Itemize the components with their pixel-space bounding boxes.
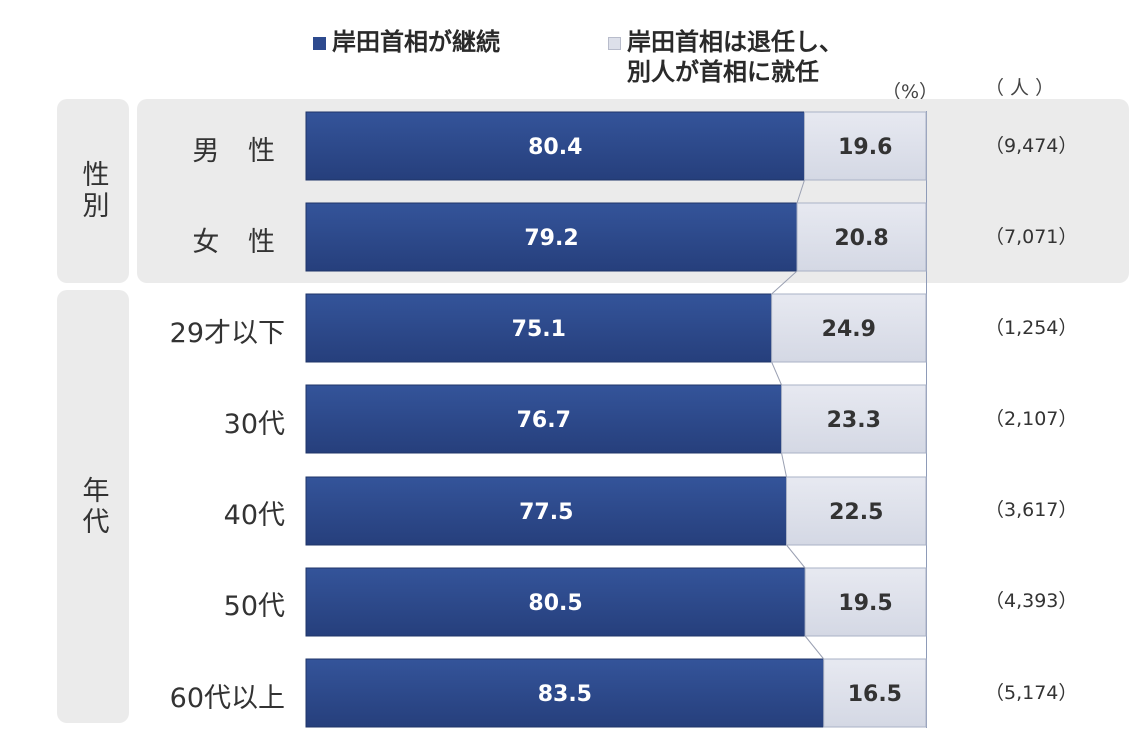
count-label-50s: （4,393）	[985, 590, 1078, 612]
value-label-replace-60plus: 16.5	[848, 682, 902, 707]
connector-line	[771, 270, 798, 295]
legend-label-continue: 岸田首相が継続	[332, 28, 500, 56]
count-label-60plus: （5,174）	[985, 682, 1078, 704]
bar-continue-40s	[305, 476, 787, 546]
count-label-male: （9,474）	[985, 135, 1078, 157]
legend-item-continue: 岸田首相が継続	[313, 27, 500, 57]
value-label-continue-female: 79.2	[524, 226, 578, 251]
connector-line	[771, 361, 782, 386]
connector-line	[786, 544, 806, 569]
bar-continue-male	[305, 111, 805, 181]
value-label-replace-40s: 22.5	[829, 500, 883, 525]
bar-replace-50s	[804, 567, 927, 637]
group-panel-gender-left	[57, 99, 129, 283]
category-label-female: 女 性	[192, 227, 285, 258]
bar-replace-under29	[771, 293, 927, 363]
connector-line	[781, 452, 787, 478]
category-label-40s: 40代	[223, 500, 285, 531]
category-label-male: 男 性	[192, 136, 285, 167]
value-label-continue-60plus: 83.5	[538, 682, 592, 707]
legend-swatch-replace	[608, 37, 621, 50]
count-label-30s: （2,107）	[985, 408, 1078, 430]
value-label-replace-under29: 24.9	[822, 317, 876, 342]
bar-continue-under29	[305, 293, 773, 363]
category-label-under29: 29才以下	[169, 318, 285, 349]
bar-replace-60plus	[823, 658, 927, 728]
connector-line	[804, 635, 825, 660]
connector-line	[796, 179, 805, 204]
category-label-60plus: 60代以上	[169, 683, 285, 714]
value-label-replace-female: 20.8	[834, 226, 888, 251]
value-label-continue-under29: 75.1	[512, 317, 566, 342]
bar-continue-60plus	[305, 658, 825, 728]
group-label-gender: 性別	[77, 160, 109, 222]
legend-label-replace: 岸田首相は退任し、 別人が首相に就任	[627, 28, 843, 86]
group-label-age: 年代	[77, 475, 109, 538]
bar-replace-40s	[786, 476, 927, 546]
count-label-female: （7,071）	[985, 226, 1078, 248]
category-label-50s: 50代	[223, 591, 285, 622]
count-label-40s: （3,617）	[985, 499, 1078, 521]
value-label-replace-30s: 23.3	[827, 408, 881, 433]
bar-replace-male	[803, 111, 927, 181]
legend-swatch-continue	[313, 37, 326, 50]
group-panel-age-left	[57, 290, 129, 723]
value-label-continue-50s: 80.5	[528, 591, 582, 616]
value-label-replace-50s: 19.5	[838, 591, 892, 616]
bar-continue-female	[305, 202, 798, 272]
bar-continue-50s	[305, 567, 806, 637]
count-label-under29: （1,254）	[985, 317, 1078, 339]
category-label-30s: 30代	[223, 409, 285, 440]
percent-unit-label: （%）	[882, 81, 939, 103]
bar-continue-30s	[305, 384, 783, 454]
value-label-replace-male: 19.6	[838, 135, 892, 160]
bar-replace-30s	[781, 384, 927, 454]
value-label-continue-30s: 76.7	[517, 408, 571, 433]
bar-replace-female	[796, 202, 927, 272]
value-label-continue-40s: 77.5	[519, 500, 573, 525]
value-label-continue-male: 80.4	[528, 135, 582, 160]
people-unit-label: （ 人 ）	[985, 77, 1055, 99]
legend-item-replace: 岸田首相は退任し、 別人が首相に就任	[608, 27, 843, 87]
